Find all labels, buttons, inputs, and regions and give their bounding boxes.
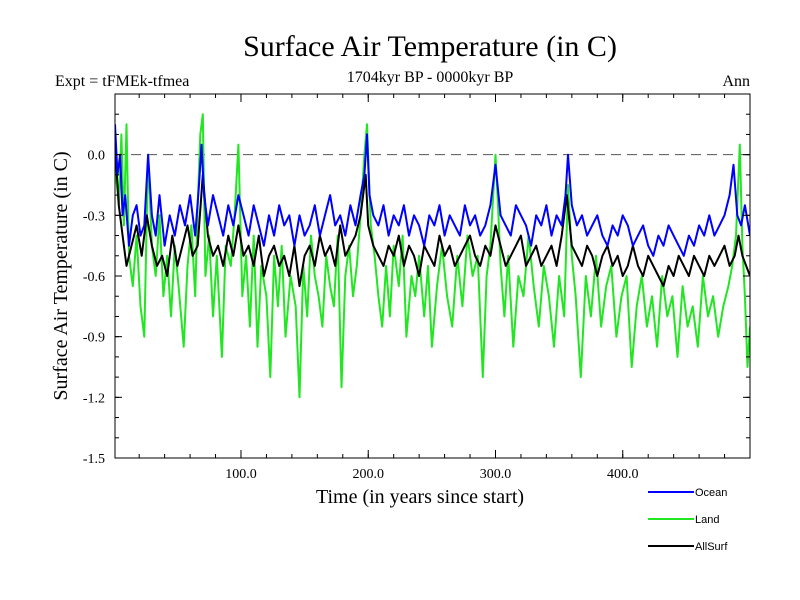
plot-area (115, 113, 750, 399)
y-tick-label: 0.0 (88, 149, 106, 164)
y-axis-label: Surface Air Temperature (in C) (50, 151, 72, 400)
legend-label-land: Land (695, 514, 719, 526)
x-axis-label: Time (in years since start) (316, 486, 524, 508)
y-tick-label: -1.2 (83, 391, 105, 406)
x-tick-label: 100.0 (225, 467, 257, 482)
x-tick-label: 200.0 (352, 467, 384, 482)
y-tick-label: -1.5 (83, 452, 105, 467)
legend-label-ocean: Ocean (695, 487, 727, 499)
season-label: Ann (722, 73, 750, 90)
series-line-ocean (115, 124, 750, 257)
time-range-label: 1704kyr BP - 0000kyr BP (347, 69, 514, 86)
series-line-land (115, 113, 750, 399)
experiment-label: Expt = tFMEk-tfmea (55, 73, 189, 90)
chart-title: Surface Air Temperature (in C) (243, 30, 617, 63)
x-tick-label: 300.0 (480, 467, 512, 482)
y-axis: 0.0 -0.3 -0.6 -0.9 -1.2 -1.5 (83, 93, 750, 467)
x-tick-label: 400.0 (607, 467, 639, 482)
legend-label-allsurf: AllSurf (695, 541, 728, 553)
y-tick-label: -0.9 (83, 331, 105, 346)
y-tick-label: -0.6 (83, 270, 105, 285)
legend: Ocean Land AllSurf (648, 487, 728, 553)
y-tick-label: -0.3 (83, 209, 105, 224)
series-line-allsurf (115, 144, 750, 288)
x-axis: 100.0 200.0 300.0 400.0 (138, 94, 726, 482)
